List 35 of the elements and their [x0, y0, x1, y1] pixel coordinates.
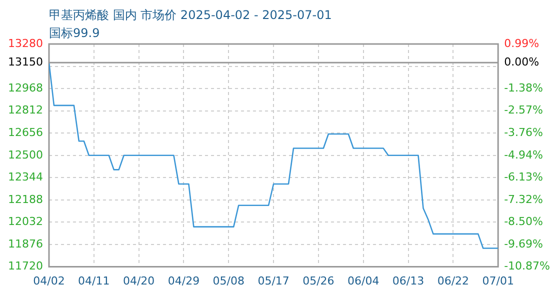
y-tick-label: 13280 [8, 36, 43, 50]
chart-title: 甲基丙烯酸 国内 市场价 2025-04-02 - 2025-07-01 [48, 8, 332, 22]
x-tick-label: 04/20 [122, 274, 155, 288]
y2-tick-label: -7.32% [504, 192, 544, 206]
x-tick-label: 05/26 [302, 274, 334, 288]
y2-tick-label: -10.87% [504, 260, 550, 273]
y2-tick-label: 0.99% [504, 36, 540, 50]
x-tick-label: 06/22 [437, 274, 470, 288]
y-tick-label: 12500 [8, 148, 43, 162]
y-tick-label: 11720 [8, 260, 43, 273]
x-tick-label: 04/29 [168, 274, 200, 288]
y2-tick-label: -8.50% [504, 215, 544, 228]
x-tick-label: 06/13 [392, 274, 424, 288]
x-tick-label: 05/17 [258, 274, 290, 288]
y-tick-label: 12032 [8, 215, 43, 228]
y2-tick-label: -6.13% [504, 170, 544, 184]
y-tick-label: 12656 [8, 126, 43, 139]
y2-tick-label: 0.00% [504, 55, 540, 68]
x-tick-label: 06/04 [348, 274, 380, 288]
x-tick-label: 04/11 [78, 274, 110, 288]
y-tick-label: 12812 [8, 104, 43, 117]
y-tick-label: 12968 [8, 81, 43, 94]
y2-tick-label: -2.57% [504, 104, 544, 117]
y2-tick-label: -1.38% [504, 81, 544, 94]
chart-subtitle: 国标99.9 [48, 26, 100, 40]
y-tick-label: 12344 [8, 170, 43, 184]
y2-tick-label: -3.76% [504, 126, 544, 140]
y-tick-label: 13150 [8, 55, 43, 68]
x-tick-label: 05/08 [212, 274, 244, 288]
y-tick-label: 11876 [8, 237, 43, 250]
x-tick-label: 04/02 [33, 274, 65, 288]
y2-tick-label: -9.69% [504, 237, 544, 250]
y2-tick-label: -4.94% [504, 148, 544, 162]
x-tick-label: 07/01 [482, 274, 514, 288]
y-tick-label: 12188 [8, 192, 43, 206]
